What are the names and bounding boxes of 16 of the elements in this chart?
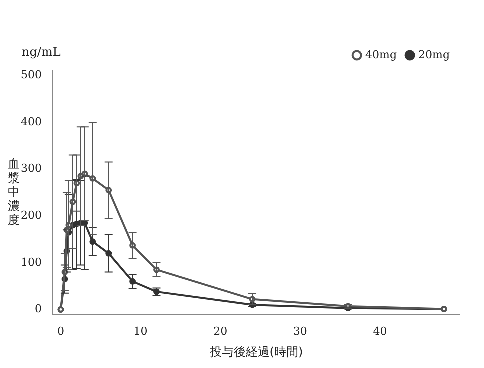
y-tick-label: 100 bbox=[20, 256, 42, 269]
x-tick-label: 10 bbox=[134, 324, 148, 338]
legend-label: 20mg bbox=[418, 48, 450, 62]
x-tick-label: 20 bbox=[214, 324, 228, 338]
x-tick-label: 40 bbox=[373, 324, 388, 338]
y-tick-label: 400 bbox=[20, 115, 42, 128]
text: ng/mL bbox=[22, 45, 61, 60]
y-tick-label: 500 bbox=[20, 68, 42, 82]
x-axis-title: 投与後経過(時間) bbox=[208, 344, 304, 359]
y-tick-label: 0 bbox=[34, 302, 42, 316]
y-tick-label: 300 bbox=[20, 162, 42, 176]
x-tick-label: 30 bbox=[293, 324, 308, 338]
y-axis-title: 血漿中濃度 bbox=[8, 156, 20, 227]
legend-label: 40mg bbox=[366, 48, 398, 62]
y-tick-label: 200 bbox=[20, 208, 42, 222]
x-tick-label: 0 bbox=[57, 324, 64, 338]
